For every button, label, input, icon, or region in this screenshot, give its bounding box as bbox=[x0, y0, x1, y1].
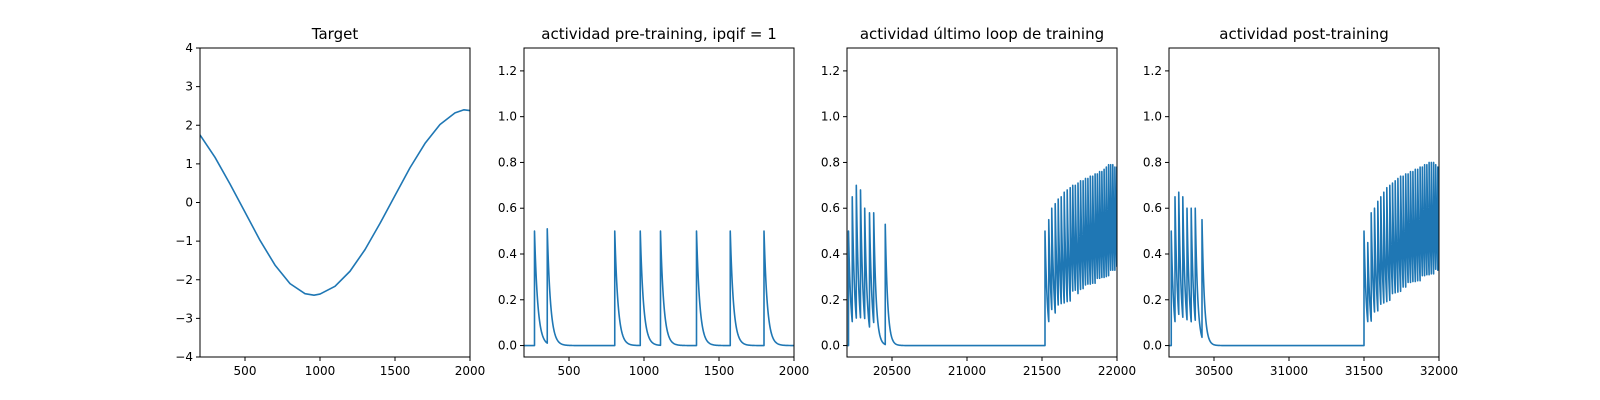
y-tick-label: 0.6 bbox=[498, 201, 517, 215]
chart-panel-4: 30500 31000 31500 32000 0.0 0.2 0.4 0.6 0.8 1.0 1.… bbox=[1143, 25, 1458, 378]
y-tick-label: 1.2 bbox=[498, 64, 517, 78]
y-tick-label: 1.0 bbox=[1143, 110, 1162, 124]
series-line bbox=[847, 163, 1117, 347]
y-tick-label: −4 bbox=[175, 350, 193, 364]
chart-panel-2: 500 1000 1500 2000 0.0 0.2 0.4 0.6 0.8 1.0 1.2 acti… bbox=[498, 25, 809, 378]
x-tick-label: 500 bbox=[558, 364, 581, 378]
y-tick-label: 0.2 bbox=[498, 293, 517, 307]
plot-frame bbox=[523, 47, 795, 358]
x-tick-label: 32000 bbox=[1420, 364, 1458, 378]
chart-panel-3: 20500 21000 21500 22000 0.0 0.2 0.4 0.6 0.8 1.0 1.… bbox=[821, 25, 1136, 378]
y-tick-label: 0.8 bbox=[821, 155, 840, 169]
chart-title: actividad último loop de training bbox=[860, 25, 1104, 43]
y-tick-label: 1.2 bbox=[821, 64, 840, 78]
x-tick-label: 1500 bbox=[380, 364, 411, 378]
y-tick-label: −1 bbox=[175, 234, 193, 248]
series-line bbox=[200, 109, 470, 296]
y-tick-label: 0 bbox=[185, 196, 193, 210]
y-tick-label: −3 bbox=[175, 311, 193, 325]
y-tick-label: 1.2 bbox=[1143, 64, 1162, 78]
y-tick-label: 2 bbox=[185, 118, 193, 132]
x-tick-label: 22000 bbox=[1098, 364, 1136, 378]
x-tick-label: 20500 bbox=[873, 364, 911, 378]
y-tick-label: 4 bbox=[185, 41, 193, 55]
x-tick-label: 2000 bbox=[779, 364, 810, 378]
y-tick-label: 0.8 bbox=[1143, 155, 1162, 169]
x-tick-label: 500 bbox=[234, 364, 257, 378]
y-tick-label: 0.0 bbox=[498, 339, 517, 353]
plot-frame bbox=[1168, 47, 1440, 358]
y-tick-label: 0.6 bbox=[821, 201, 840, 215]
y-tick-label: 0.0 bbox=[821, 339, 840, 353]
x-tick-label: 1500 bbox=[704, 364, 735, 378]
x-tick-label: 2000 bbox=[455, 364, 486, 378]
series-line bbox=[524, 228, 794, 347]
plot-frame bbox=[846, 47, 1118, 358]
x-tick-label: 1000 bbox=[305, 364, 336, 378]
chart-title: Target bbox=[311, 25, 359, 43]
chart-title: actividad pre-training, ipqif = 1 bbox=[541, 25, 777, 43]
y-tick-label: 0.4 bbox=[821, 247, 840, 261]
series-line bbox=[1169, 161, 1439, 347]
y-tick-label: 0.4 bbox=[1143, 247, 1162, 261]
y-tick-label: 1.0 bbox=[821, 110, 840, 124]
y-tick-label: 0.2 bbox=[1143, 293, 1162, 307]
y-tick-label: 0.8 bbox=[498, 155, 517, 169]
x-tick-label: 21000 bbox=[948, 364, 986, 378]
y-tick-label: −2 bbox=[175, 273, 193, 287]
y-tick-label: 0.2 bbox=[821, 293, 840, 307]
x-tick-label: 31500 bbox=[1345, 364, 1383, 378]
chart-title: actividad post-training bbox=[1219, 25, 1388, 43]
y-tick-label: 1 bbox=[185, 157, 193, 171]
x-tick-label: 31000 bbox=[1270, 364, 1308, 378]
y-tick-label: 0.6 bbox=[1143, 201, 1162, 215]
y-tick-label: 0.4 bbox=[498, 247, 517, 261]
x-tick-label: 1000 bbox=[629, 364, 660, 378]
x-tick-label: 21500 bbox=[1023, 364, 1061, 378]
x-tick-label: 30500 bbox=[1195, 364, 1233, 378]
y-tick-label: 1.0 bbox=[498, 110, 517, 124]
y-tick-label: 3 bbox=[185, 80, 193, 94]
chart-panel-1: 500 1000 1500 2000 −4 −3 −2 −1 0 1 2 3 4 Target bbox=[175, 25, 485, 378]
y-tick-label: 0.0 bbox=[1143, 339, 1162, 353]
